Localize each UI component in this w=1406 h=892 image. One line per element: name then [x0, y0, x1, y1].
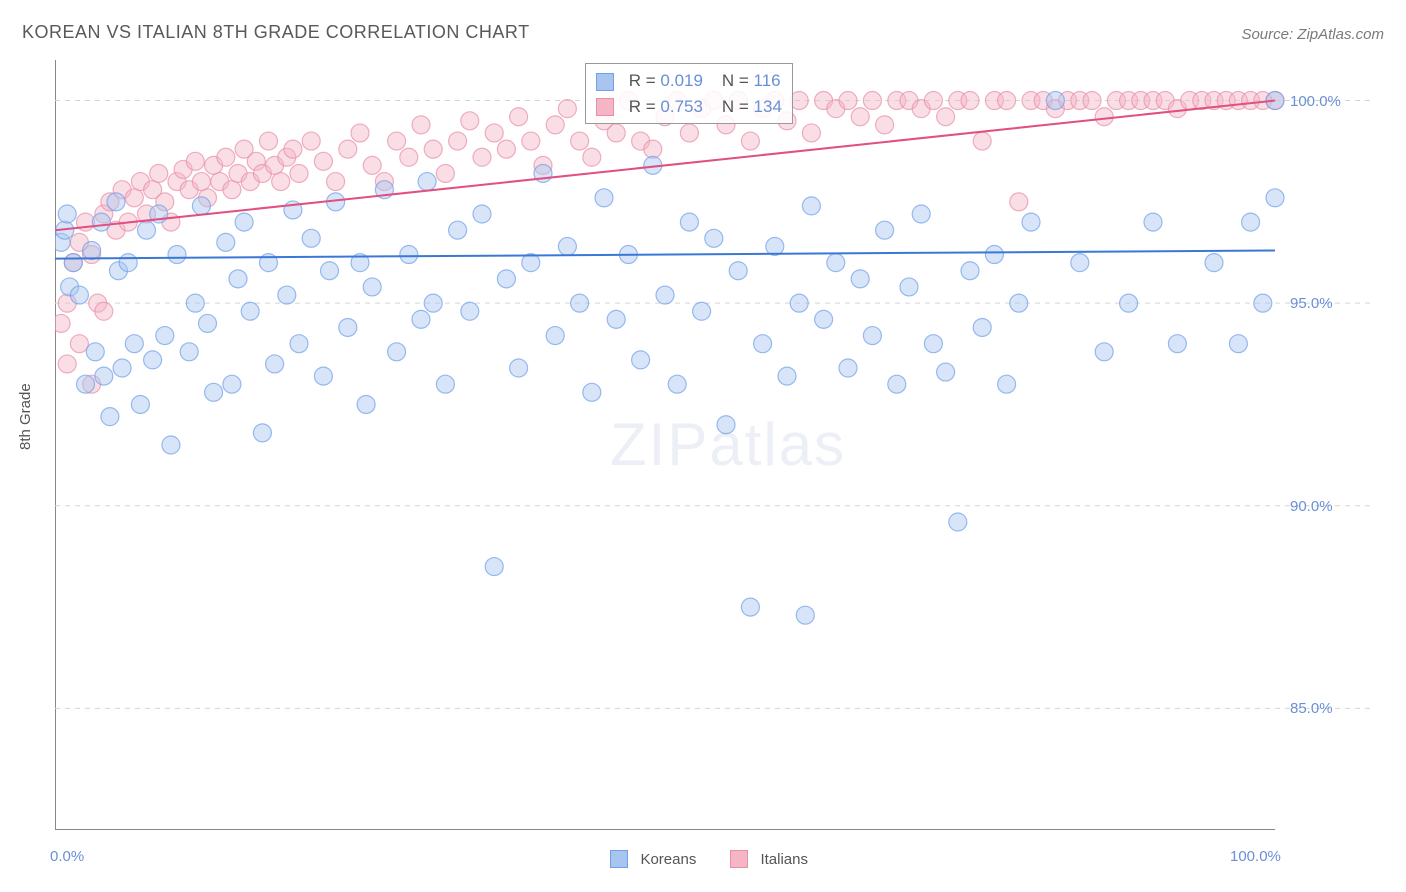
chart-container: KOREAN VS ITALIAN 8TH GRADE CORRELATION …	[0, 0, 1406, 892]
chart-area: 8th Grade ZIPatlas R = 0.019 N = 116 R =…	[55, 60, 1375, 830]
swatch-icon	[596, 98, 614, 116]
legend-italians: Italians	[730, 850, 808, 868]
watermark: ZIPatlas	[610, 410, 846, 479]
stats-row-italians: R = 0.753 N = 134	[596, 94, 782, 120]
chart-title: KOREAN VS ITALIAN 8TH GRADE CORRELATION …	[22, 22, 530, 43]
y-axis-label: 8th Grade	[17, 383, 34, 450]
y-tick-label: 95.0%	[1290, 295, 1333, 312]
stats-row-koreans: R = 0.019 N = 116	[596, 68, 782, 94]
y-tick-label: 100.0%	[1290, 93, 1341, 110]
swatch-icon	[610, 850, 628, 868]
legend-koreans: Koreans	[610, 850, 696, 868]
swatch-icon	[596, 73, 614, 91]
y-tick-label: 85.0%	[1290, 700, 1333, 717]
y-tick-label: 90.0%	[1290, 498, 1333, 515]
x-tick-label: 0.0%	[50, 848, 84, 865]
swatch-icon	[730, 850, 748, 868]
source-label: Source: ZipAtlas.com	[1241, 26, 1384, 43]
stats-box: R = 0.019 N = 116 R = 0.753 N = 134	[585, 63, 793, 124]
x-tick-label: 100.0%	[1230, 848, 1281, 865]
